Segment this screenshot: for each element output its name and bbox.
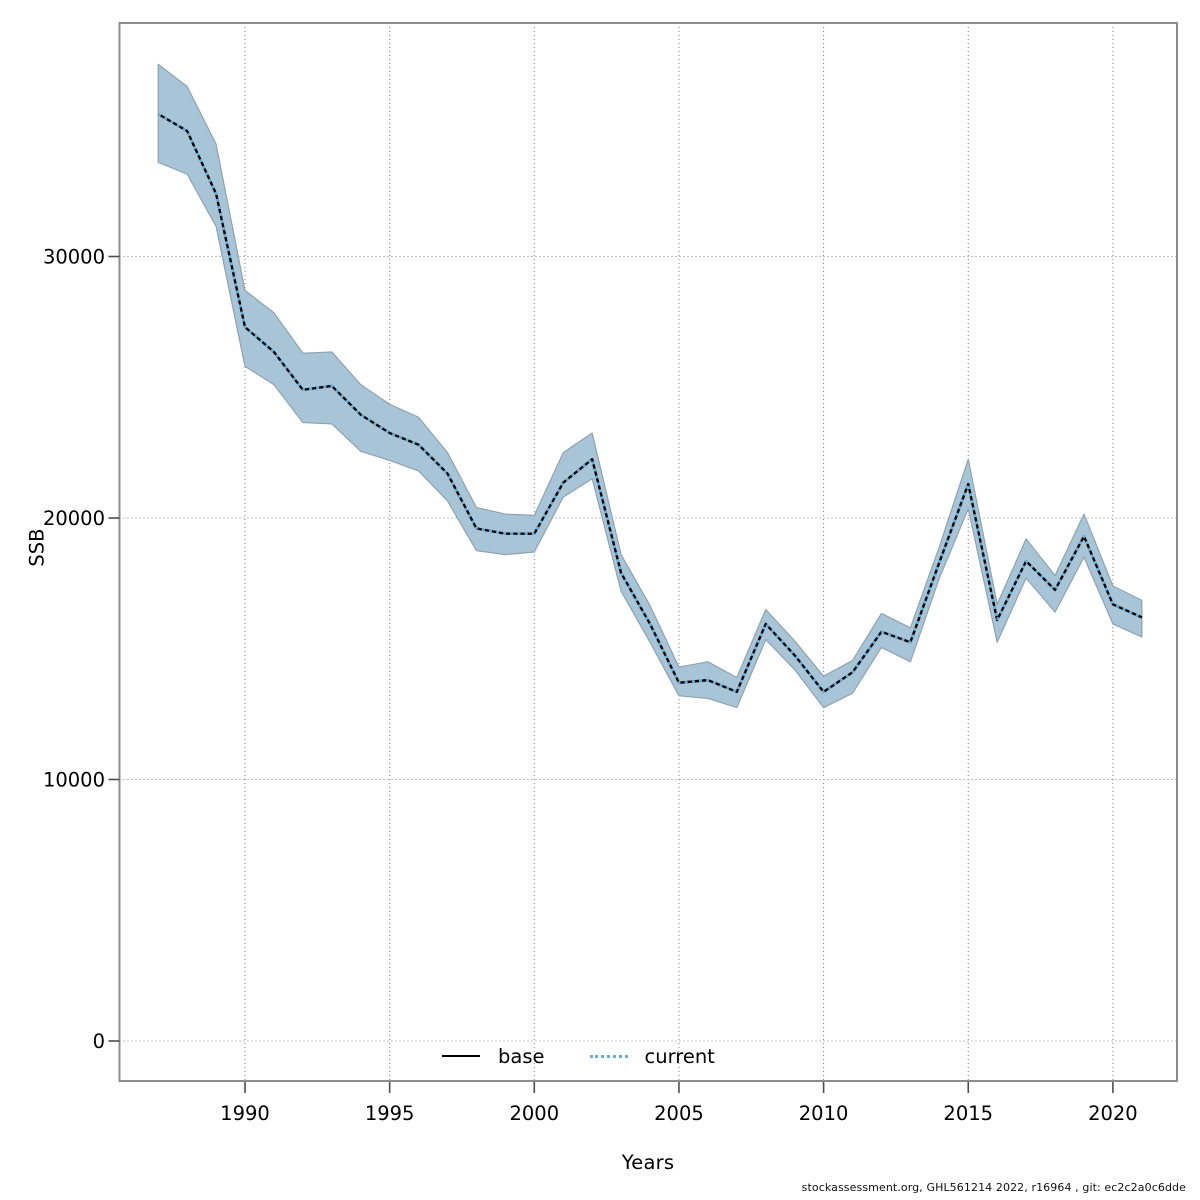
source-footnote: stockassessment.org, GHL561214 2022, r16… <box>801 1181 1186 1194</box>
y-tick-label: 0 <box>93 1030 105 1053</box>
legend: base current <box>442 1044 715 1068</box>
legend-label-base: base <box>498 1044 545 1068</box>
x-tick-label: 2015 <box>943 1102 993 1125</box>
legend-base-line-icon <box>442 1055 480 1057</box>
y-tick-label: 10000 <box>43 769 105 792</box>
legend-current-line-icon <box>590 1054 629 1058</box>
y-tick-label: 30000 <box>43 246 105 269</box>
x-tick-label: 2005 <box>654 1102 704 1125</box>
x-tick-label: 1995 <box>365 1102 415 1125</box>
legend-label-current: current <box>644 1044 715 1068</box>
plot-border <box>118 22 1178 1082</box>
x-tick-label: 2020 <box>1088 1102 1138 1125</box>
x-axis-title: Years <box>621 1151 675 1174</box>
confidence-band <box>157 63 1143 709</box>
current-line <box>157 112 1143 694</box>
y-axis-title: SSB <box>25 528 49 567</box>
x-tick-label: 2000 <box>509 1102 559 1125</box>
x-tick-label: 2010 <box>799 1102 849 1125</box>
x-tick-label: 1990 <box>220 1102 270 1125</box>
y-tick-label: 20000 <box>43 507 105 530</box>
